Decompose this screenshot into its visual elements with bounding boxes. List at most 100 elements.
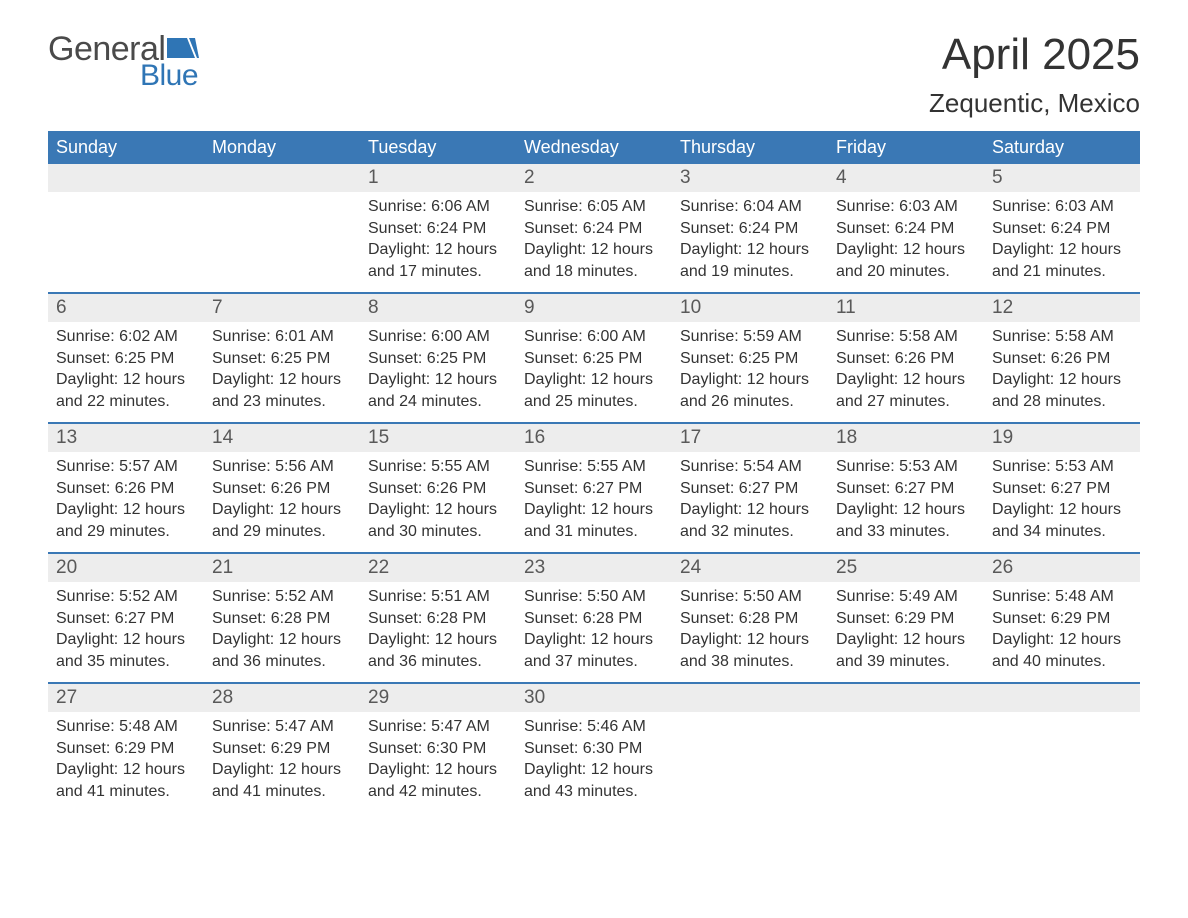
- day-number-row: 30: [516, 684, 672, 712]
- sunrise-line: Sunrise: 5:59 AM: [680, 326, 820, 348]
- sunrise-line: Sunrise: 5:48 AM: [992, 586, 1132, 608]
- day-number: 23: [524, 557, 545, 578]
- weekday-header-row: SundayMondayTuesdayWednesdayThursdayFrid…: [48, 131, 1140, 164]
- sunset-line: Sunset: 6:30 PM: [368, 738, 508, 760]
- day-number-row: [204, 164, 360, 192]
- day-number-row: 11: [828, 294, 984, 322]
- day-number-row: 6: [48, 294, 204, 322]
- day-number: 30: [524, 687, 545, 708]
- day-body: Sunrise: 6:02 AMSunset: 6:25 PMDaylight:…: [48, 322, 204, 420]
- daylight-line: Daylight: 12 hours and 31 minutes.: [524, 499, 664, 542]
- daylight-line: Daylight: 12 hours and 42 minutes.: [368, 759, 508, 802]
- calendar-day-cell: 26Sunrise: 5:48 AMSunset: 6:29 PMDayligh…: [984, 554, 1140, 682]
- day-number: 1: [368, 167, 379, 188]
- day-body: Sunrise: 5:52 AMSunset: 6:27 PMDaylight:…: [48, 582, 204, 680]
- calendar-day-cell: 9Sunrise: 6:00 AMSunset: 6:25 PMDaylight…: [516, 294, 672, 422]
- daylight-line: Daylight: 12 hours and 36 minutes.: [368, 629, 508, 672]
- sunrise-line: Sunrise: 5:57 AM: [56, 456, 196, 478]
- sunrise-line: Sunrise: 5:55 AM: [524, 456, 664, 478]
- weekday-header: Monday: [204, 131, 360, 164]
- calendar-day-cell: 27Sunrise: 5:48 AMSunset: 6:29 PMDayligh…: [48, 684, 204, 812]
- logo-text-blue: Blue: [140, 59, 199, 93]
- calendar-week: 27Sunrise: 5:48 AMSunset: 6:29 PMDayligh…: [48, 682, 1140, 812]
- calendar-day-cell: 5Sunrise: 6:03 AMSunset: 6:24 PMDaylight…: [984, 164, 1140, 292]
- day-body: Sunrise: 5:53 AMSunset: 6:27 PMDaylight:…: [828, 452, 984, 550]
- sunset-line: Sunset: 6:27 PM: [992, 478, 1132, 500]
- day-number-row: 18: [828, 424, 984, 452]
- day-body: Sunrise: 5:59 AMSunset: 6:25 PMDaylight:…: [672, 322, 828, 420]
- sunrise-line: Sunrise: 5:58 AM: [992, 326, 1132, 348]
- day-body: Sunrise: 6:03 AMSunset: 6:24 PMDaylight:…: [828, 192, 984, 290]
- sunrise-line: Sunrise: 6:00 AM: [368, 326, 508, 348]
- calendar-week: 1Sunrise: 6:06 AMSunset: 6:24 PMDaylight…: [48, 164, 1140, 292]
- day-body: Sunrise: 6:04 AMSunset: 6:24 PMDaylight:…: [672, 192, 828, 290]
- day-body: Sunrise: 6:00 AMSunset: 6:25 PMDaylight:…: [516, 322, 672, 420]
- logo: General Blue: [48, 30, 199, 93]
- day-number-row: 17: [672, 424, 828, 452]
- sunrise-line: Sunrise: 5:55 AM: [368, 456, 508, 478]
- day-number-row: 14: [204, 424, 360, 452]
- day-number-row: 9: [516, 294, 672, 322]
- sunrise-line: Sunrise: 5:49 AM: [836, 586, 976, 608]
- day-number: 18: [836, 427, 857, 448]
- calendar-day-cell: 11Sunrise: 5:58 AMSunset: 6:26 PMDayligh…: [828, 294, 984, 422]
- sunset-line: Sunset: 6:24 PM: [368, 218, 508, 240]
- sunset-line: Sunset: 6:24 PM: [524, 218, 664, 240]
- daylight-line: Daylight: 12 hours and 36 minutes.: [212, 629, 352, 672]
- title-block: April 2025 Zequentic, Mexico: [929, 30, 1140, 119]
- daylight-line: Daylight: 12 hours and 29 minutes.: [56, 499, 196, 542]
- day-body: Sunrise: 5:58 AMSunset: 6:26 PMDaylight:…: [984, 322, 1140, 420]
- day-number: 25: [836, 557, 857, 578]
- day-number: 26: [992, 557, 1013, 578]
- sunset-line: Sunset: 6:27 PM: [836, 478, 976, 500]
- sunset-line: Sunset: 6:29 PM: [56, 738, 196, 760]
- sunset-line: Sunset: 6:25 PM: [680, 348, 820, 370]
- day-number: 14: [212, 427, 233, 448]
- sunrise-line: Sunrise: 6:00 AM: [524, 326, 664, 348]
- day-number: 5: [992, 167, 1003, 188]
- day-body: Sunrise: 5:53 AMSunset: 6:27 PMDaylight:…: [984, 452, 1140, 550]
- calendar-day-cell: 17Sunrise: 5:54 AMSunset: 6:27 PMDayligh…: [672, 424, 828, 552]
- calendar-day-cell: 12Sunrise: 5:58 AMSunset: 6:26 PMDayligh…: [984, 294, 1140, 422]
- calendar-day-cell: 1Sunrise: 6:06 AMSunset: 6:24 PMDaylight…: [360, 164, 516, 292]
- day-number-row: 19: [984, 424, 1140, 452]
- day-body: Sunrise: 6:00 AMSunset: 6:25 PMDaylight:…: [360, 322, 516, 420]
- day-number: 27: [56, 687, 77, 708]
- sunrise-line: Sunrise: 5:53 AM: [992, 456, 1132, 478]
- calendar-day-cell: 19Sunrise: 5:53 AMSunset: 6:27 PMDayligh…: [984, 424, 1140, 552]
- calendar-day-cell: [204, 164, 360, 292]
- day-body: Sunrise: 5:50 AMSunset: 6:28 PMDaylight:…: [516, 582, 672, 680]
- day-number-row: [828, 684, 984, 712]
- calendar-day-cell: 3Sunrise: 6:04 AMSunset: 6:24 PMDaylight…: [672, 164, 828, 292]
- calendar-day-cell: 28Sunrise: 5:47 AMSunset: 6:29 PMDayligh…: [204, 684, 360, 812]
- daylight-line: Daylight: 12 hours and 20 minutes.: [836, 239, 976, 282]
- sunset-line: Sunset: 6:26 PM: [368, 478, 508, 500]
- daylight-line: Daylight: 12 hours and 25 minutes.: [524, 369, 664, 412]
- weekday-header: Tuesday: [360, 131, 516, 164]
- daylight-line: Daylight: 12 hours and 35 minutes.: [56, 629, 196, 672]
- day-number: 4: [836, 167, 847, 188]
- day-number-row: [984, 684, 1140, 712]
- location: Zequentic, Mexico: [929, 88, 1140, 119]
- sunset-line: Sunset: 6:29 PM: [836, 608, 976, 630]
- day-number-row: 21: [204, 554, 360, 582]
- day-number-row: [672, 684, 828, 712]
- daylight-line: Daylight: 12 hours and 26 minutes.: [680, 369, 820, 412]
- sunset-line: Sunset: 6:29 PM: [212, 738, 352, 760]
- day-number-row: 23: [516, 554, 672, 582]
- day-body: Sunrise: 5:55 AMSunset: 6:26 PMDaylight:…: [360, 452, 516, 550]
- day-body: Sunrise: 5:47 AMSunset: 6:29 PMDaylight:…: [204, 712, 360, 810]
- calendar-day-cell: [672, 684, 828, 812]
- day-number-row: 27: [48, 684, 204, 712]
- sunrise-line: Sunrise: 6:05 AM: [524, 196, 664, 218]
- daylight-line: Daylight: 12 hours and 28 minutes.: [992, 369, 1132, 412]
- sunset-line: Sunset: 6:26 PM: [836, 348, 976, 370]
- day-number: 7: [212, 297, 223, 318]
- sunrise-line: Sunrise: 5:53 AM: [836, 456, 976, 478]
- day-number: 16: [524, 427, 545, 448]
- sunrise-line: Sunrise: 5:52 AM: [212, 586, 352, 608]
- day-number: 29: [368, 687, 389, 708]
- daylight-line: Daylight: 12 hours and 40 minutes.: [992, 629, 1132, 672]
- day-body: Sunrise: 5:54 AMSunset: 6:27 PMDaylight:…: [672, 452, 828, 550]
- sunrise-line: Sunrise: 5:47 AM: [368, 716, 508, 738]
